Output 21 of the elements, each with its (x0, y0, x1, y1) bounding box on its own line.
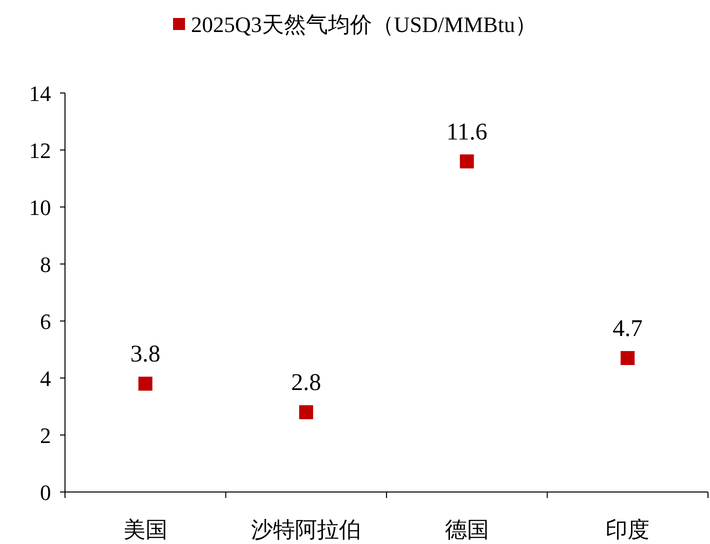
y-tick-label: 12 (29, 138, 51, 163)
data-label: 4.7 (612, 316, 643, 342)
x-tick-label: 德国 (444, 517, 489, 542)
y-tick-label: 10 (29, 195, 51, 220)
y-tick-label: 0 (40, 480, 51, 505)
y-tick-label: 4 (40, 366, 51, 391)
data-label: 11.6 (446, 119, 488, 146)
legend-label: 2025Q3天然气均价（USD/MMBtu） (191, 12, 537, 37)
y-tick-label: 2 (40, 423, 51, 448)
x-tick-label: 美国 (123, 517, 168, 542)
point (460, 154, 474, 168)
point (299, 405, 314, 420)
x-tick-label: 沙特阿拉伯 (251, 517, 362, 542)
y-tick-label: 6 (40, 309, 51, 334)
y-tick-label: 8 (40, 252, 51, 277)
y-tick-label: 14 (29, 81, 51, 106)
point (138, 376, 152, 391)
point (620, 351, 635, 366)
data-label: 2.8 (291, 370, 322, 396)
data-label: 3.8 (130, 342, 160, 368)
x-tick-label: 印度 (606, 517, 650, 542)
